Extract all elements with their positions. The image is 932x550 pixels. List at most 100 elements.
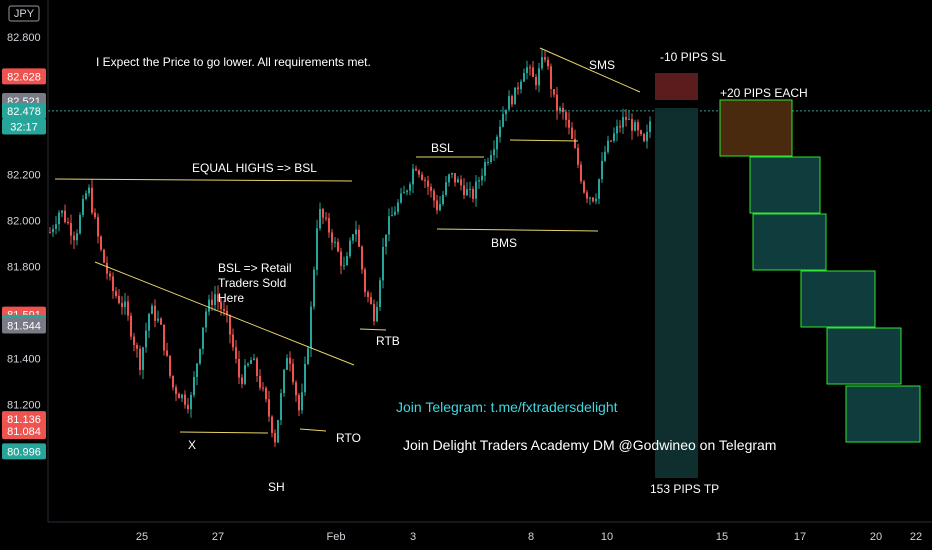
telegram-link-text[interactable]: Join Telegram: t.me/fxtradersdelight [396, 399, 618, 415]
candle [55, 216, 57, 235]
candle [82, 194, 84, 218]
price-axis[interactable]: JPY 82.800 82.200 82.000 81.800 81.400 81.200 [7, 0, 49, 522]
candle-body [103, 249, 105, 263]
candle [349, 237, 351, 259]
candle-body [559, 107, 561, 111]
candle-body [163, 324, 165, 351]
candle-body [205, 311, 207, 328]
candle [91, 179, 93, 215]
candle-body [409, 184, 411, 191]
candle [196, 362, 198, 386]
candle [571, 122, 573, 140]
price-tick-label: 82.800 [7, 32, 41, 44]
price-badge-text: 80.996 [7, 446, 41, 458]
candle-body [238, 358, 240, 378]
candle-body [322, 209, 324, 218]
candle [412, 163, 414, 193]
candle-body [604, 151, 606, 161]
candle [442, 191, 444, 207]
candle-body [571, 127, 573, 139]
candle-body [373, 303, 375, 322]
price-badge-text: 82.478 [7, 106, 41, 118]
candle [337, 238, 339, 253]
candle [385, 234, 387, 255]
candle-body [235, 347, 237, 359]
candle-body [466, 189, 468, 196]
candle-body [547, 59, 549, 67]
candle-body [532, 67, 534, 77]
sl-label: -10 PIPS SL [660, 50, 726, 64]
candle [184, 390, 186, 409]
candle [460, 175, 462, 191]
candle [205, 308, 207, 333]
price-badge-text: 81.084 [7, 426, 41, 438]
candle [367, 290, 369, 303]
candle [436, 194, 438, 215]
candle-body [487, 161, 489, 163]
candle-body [355, 229, 357, 235]
candle [562, 102, 564, 120]
candle [49, 227, 51, 234]
candle [67, 217, 69, 225]
candle [229, 314, 231, 344]
annotations-layer: I Expect the Price to go lower. All requ… [96, 50, 808, 496]
candle [604, 145, 606, 163]
candle-body [493, 149, 495, 156]
candle-body [184, 394, 186, 405]
candle [424, 176, 426, 189]
sh-label: SH [268, 480, 285, 494]
candle-body [217, 294, 219, 302]
candle-body [172, 375, 174, 388]
candle [517, 82, 519, 95]
candle-body [421, 174, 423, 180]
candle [430, 183, 432, 198]
candle-body [436, 200, 438, 211]
candle-body [427, 180, 429, 187]
candle-body [556, 94, 558, 111]
time-tick-label: 10 [601, 531, 613, 543]
candle [322, 207, 324, 225]
candle [589, 196, 591, 205]
candle-body [574, 138, 576, 148]
candle [475, 175, 477, 207]
pips-each-label: +20 PIPS EACH [720, 86, 808, 100]
candle [226, 305, 228, 323]
candle [133, 332, 135, 352]
candle [307, 346, 309, 366]
candle-body [109, 273, 111, 277]
candle-body [277, 420, 279, 443]
rto-label: RTO [336, 431, 361, 445]
descending-trendline [94, 261, 355, 366]
candle-body [148, 313, 150, 331]
candle [235, 340, 237, 364]
bsl-retail-line3: Here [218, 291, 244, 305]
candle-body [85, 193, 87, 199]
candle-body [403, 192, 405, 194]
candle [280, 389, 282, 426]
candle [334, 236, 336, 248]
time-axis[interactable]: 25 27 Feb 3 8 10 15 17 20 22 [48, 521, 932, 543]
candle-body [364, 269, 366, 293]
candle-body [586, 192, 588, 199]
candle [373, 299, 375, 326]
candle [634, 119, 636, 132]
candle-body [94, 212, 96, 218]
candle [553, 89, 555, 98]
candle [154, 299, 156, 328]
candle-body [256, 358, 258, 376]
price-badge-bg [2, 317, 46, 334]
symbol-badge-text: JPY [14, 8, 35, 20]
candle [259, 369, 261, 391]
candle-body [202, 327, 204, 349]
candle-body [250, 360, 252, 364]
candle-body [520, 81, 522, 90]
candle [646, 124, 648, 149]
candle [427, 175, 429, 195]
price-badge-bg [2, 68, 46, 85]
candle [400, 187, 402, 204]
candle-body [127, 301, 129, 316]
candle-body [577, 147, 579, 165]
candle-body [628, 119, 630, 121]
candle-body [139, 348, 141, 370]
